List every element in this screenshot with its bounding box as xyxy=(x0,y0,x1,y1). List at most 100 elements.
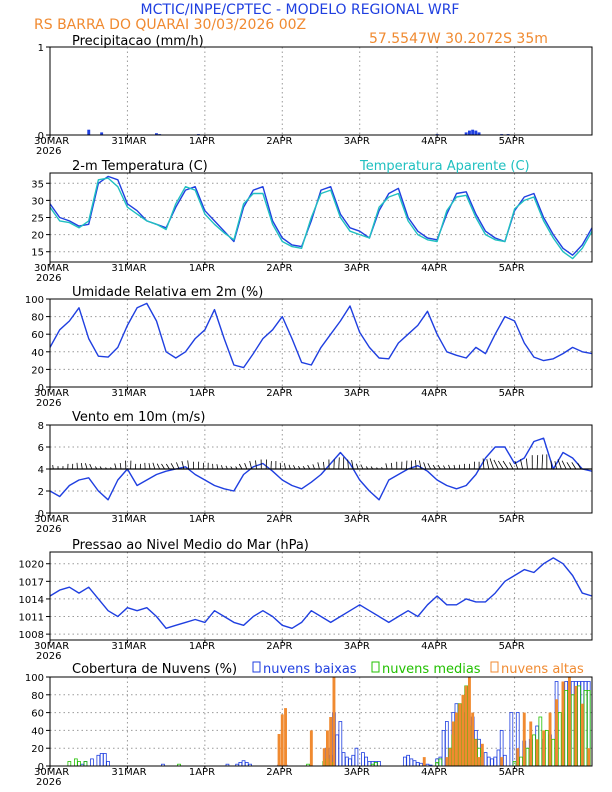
wind-arrow xyxy=(557,459,562,470)
cloud-bar-nuvens-altas xyxy=(280,714,284,766)
cloud-bar-nuvens-baixas xyxy=(483,752,488,767)
wind-arrow xyxy=(360,464,364,470)
cloud-bar-nuvens-baixas xyxy=(83,761,88,767)
precip-xtick-label: 30MAR xyxy=(34,136,69,147)
cloud-bar-nuvens-baixas xyxy=(577,681,581,767)
rh-xtick-label: 1APR xyxy=(189,388,215,399)
temp-series-temperatura-c- xyxy=(49,175,593,256)
precip-title: Precipitacao (mm/h) xyxy=(72,34,204,49)
cloud-bar-nuvens-medias xyxy=(564,690,569,767)
wind-arrow xyxy=(550,460,553,470)
precip-panel: 0 1 30MAR 31MAR 1APR 2APR 3APR 4APR 5APR 2026 xyxy=(34,43,593,157)
cloud-bar-nuvens-altas xyxy=(529,721,533,766)
cloud-bar-nuvens-medias xyxy=(557,712,562,767)
cloud-bar-nuvens-baixas xyxy=(335,734,340,767)
cloud-bar-nuvens-baixas xyxy=(90,758,94,767)
cloud-bar-nuvens-altas xyxy=(548,712,552,766)
wind-arrow xyxy=(486,459,490,470)
wind-arrow xyxy=(249,460,253,470)
cloud-bar-nuvens-altas xyxy=(448,748,452,766)
wind-xtick-label: 3APR xyxy=(344,514,370,525)
wind-ytick-label: 0 xyxy=(38,509,44,520)
cloud-bar-nuvens-altas xyxy=(516,748,520,766)
wind-arrow xyxy=(52,465,54,470)
wind-arrow-field xyxy=(50,454,592,470)
wind-ytick-label: 6 xyxy=(38,443,44,454)
chart-header-location: RS BARRA DO QUARAI 30/03/2026 00Z xyxy=(34,17,306,33)
cloud-bar-nuvens-baixas xyxy=(509,712,514,767)
cloud-bar-nuvens-baixas xyxy=(409,758,414,767)
pres-panel: 1008 1011 1014 1017 1020 30MAR 31MAR 1APR 2APR 3A… xyxy=(19,551,593,662)
cloud-bar-nuvens-altas xyxy=(332,677,336,766)
cloud-bar-nuvens-altas xyxy=(464,685,468,766)
legend-mid-cloud-swatch xyxy=(371,661,380,673)
cloud-bar-nuvens-altas xyxy=(468,677,471,766)
legend-low-cloud-label: nuvens baixas xyxy=(263,662,357,677)
temp-ytick-label: 25 xyxy=(31,214,44,225)
wind-arrow xyxy=(385,463,388,470)
wind-arrow xyxy=(482,458,485,470)
legend-low-cloud-swatch xyxy=(252,661,261,673)
wind-arrow xyxy=(114,463,117,470)
wind-arrow xyxy=(493,459,499,470)
wind-arrow xyxy=(187,460,190,470)
cloud-bar-nuvens-altas xyxy=(555,699,558,767)
cloud-bar-nuvens-altas xyxy=(451,721,455,766)
wind-arrow xyxy=(509,462,514,470)
cloud-bar-nuvens-altas xyxy=(580,703,584,766)
rh-series-umidade-relativa xyxy=(49,302,593,369)
wind-title: Vento em 10m (m/s) xyxy=(72,410,205,425)
precip-bar-precipitacao xyxy=(155,133,158,135)
cloud-bar-nuvens-baixas xyxy=(412,760,417,767)
cloud-bar-nuvens-baixas xyxy=(438,756,443,767)
wind-arrow xyxy=(89,463,93,470)
temp-xtick-label: 1APR xyxy=(189,263,215,274)
precip-xtick-label: 3APR xyxy=(344,136,370,147)
cloud-bar-nuvens-altas xyxy=(322,748,326,766)
wind-arrow xyxy=(152,462,156,470)
cloud-bar-nuvens-altas xyxy=(561,681,565,766)
cloud-bar-nuvens-medias xyxy=(577,685,581,767)
wind-arrow xyxy=(437,464,441,470)
cloud-bar-nuvens-altas xyxy=(422,757,426,766)
rh-xtick-label: 5APR xyxy=(499,388,525,399)
rh-xtick-label: 31MAR xyxy=(111,388,146,399)
wind-arrow xyxy=(347,459,349,470)
precip-bar-precipitacao xyxy=(468,130,471,135)
pres-ytick-label: 1011 xyxy=(19,613,44,624)
cloud-bar-nuvens-medias xyxy=(551,738,556,767)
pres-title: Pressao ao Nivel Medio do Mar (hPa) xyxy=(72,538,309,553)
wind-arrow xyxy=(514,461,519,470)
wind-arrow xyxy=(489,458,494,470)
cloud-bar-nuvens-altas xyxy=(458,703,462,766)
cloud-bar-nuvens-altas xyxy=(309,730,313,766)
cloud-bar-nuvens-baixas xyxy=(377,761,381,767)
cloud-bar-nuvens-baixas xyxy=(361,752,365,767)
cloud-bar-nuvens-baixas xyxy=(406,754,411,767)
cloud-ytick-label: 100 xyxy=(25,673,44,684)
wind-arrow xyxy=(390,462,393,470)
cloud-bar-nuvens-altas xyxy=(284,708,287,766)
wind-arrow xyxy=(541,454,544,470)
cloud-bar-nuvens-medias xyxy=(83,761,88,767)
wind-ytick-label: 4 xyxy=(38,465,44,476)
cloud-bar-nuvens-baixas xyxy=(583,681,588,767)
cloud-bar-nuvens-baixas xyxy=(564,681,569,767)
cloud-bar-nuvens-baixas xyxy=(103,753,107,767)
precip-xtick-label: 4APR xyxy=(421,136,447,147)
cloud-bar-nuvens-medias xyxy=(74,758,78,767)
cloud-bar-nuvens-medias xyxy=(373,762,378,767)
pres-xtick-label: 4APR xyxy=(421,641,447,652)
temp-ytick-label: 15 xyxy=(31,248,44,259)
cloud-bar-nuvens-baixas xyxy=(364,756,369,767)
pres-ytick-label: 1014 xyxy=(19,595,44,606)
rh-title: Umidade Relativa em 2m (%) xyxy=(72,285,263,300)
cloud-bar-nuvens-baixas xyxy=(344,756,349,767)
pres-xtick-label: 2APR xyxy=(266,641,292,652)
cloud-bar-nuvens-baixas xyxy=(241,760,246,767)
legend-mid-cloud-label: nuvens medias xyxy=(382,662,481,677)
chart-header-title: MCTIC/INPE/CPTEC - MODELO REGIONAL WRF xyxy=(141,2,460,18)
cloud-bar-nuvens-baixas xyxy=(96,754,101,767)
wind-panel: 0 2 4 6 8 30MAR 31MAR 1APR 2APR 3APR 4APR 5APR 2026 xyxy=(34,421,593,535)
cloud-bar-nuvens-baixas xyxy=(415,762,420,767)
